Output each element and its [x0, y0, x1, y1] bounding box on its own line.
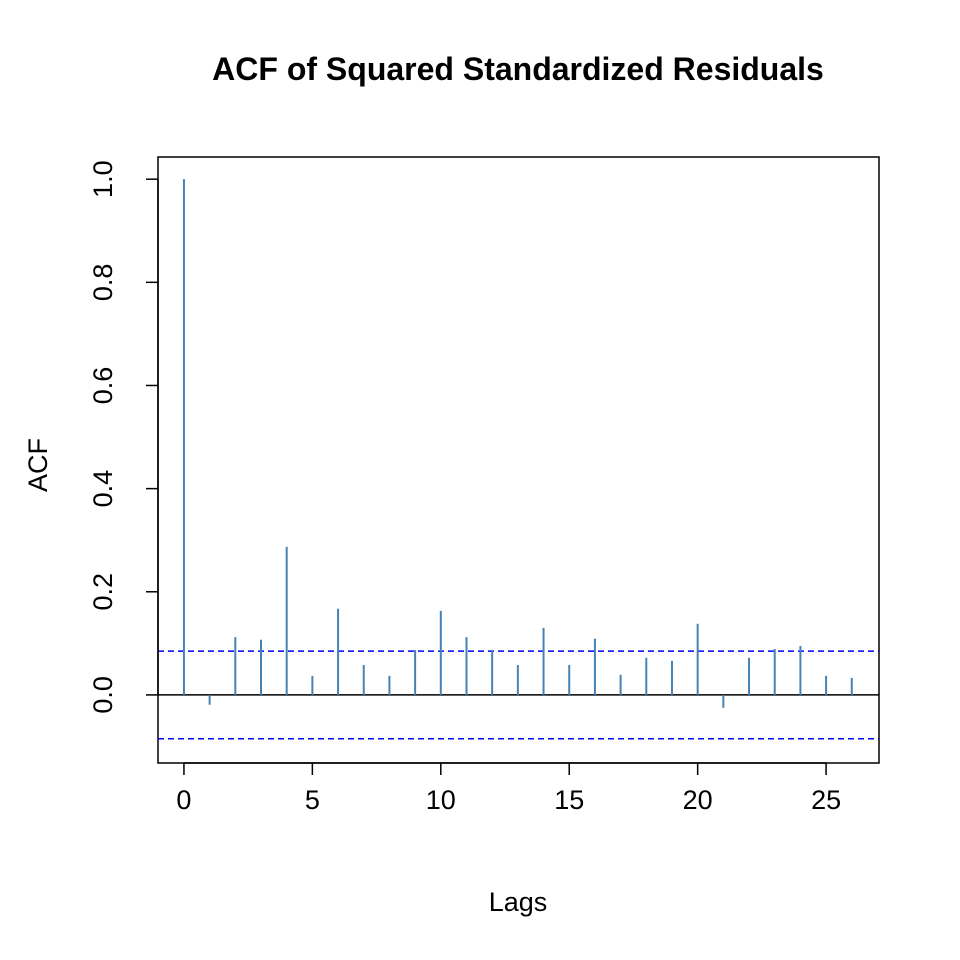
x-tick-label: 15: [554, 785, 584, 815]
x-axis-label: Lags: [489, 887, 548, 917]
y-tick-label: 0.0: [88, 676, 118, 714]
x-tick-label: 10: [426, 785, 456, 815]
y-tick-label: 0.6: [88, 367, 118, 405]
y-tick-label: 0.8: [88, 264, 118, 302]
y-tick-label: 0.4: [88, 470, 118, 508]
chart-title: ACF of Squared Standardized Residuals: [212, 51, 824, 87]
x-tick-label: 0: [176, 785, 191, 815]
x-tick-label: 20: [683, 785, 713, 815]
y-tick-label: 0.2: [88, 573, 118, 611]
x-tick-label: 25: [811, 785, 841, 815]
y-tick-label: 1.0: [88, 160, 118, 198]
x-tick-label: 5: [305, 785, 320, 815]
y-axis-label: ACF: [23, 438, 53, 492]
